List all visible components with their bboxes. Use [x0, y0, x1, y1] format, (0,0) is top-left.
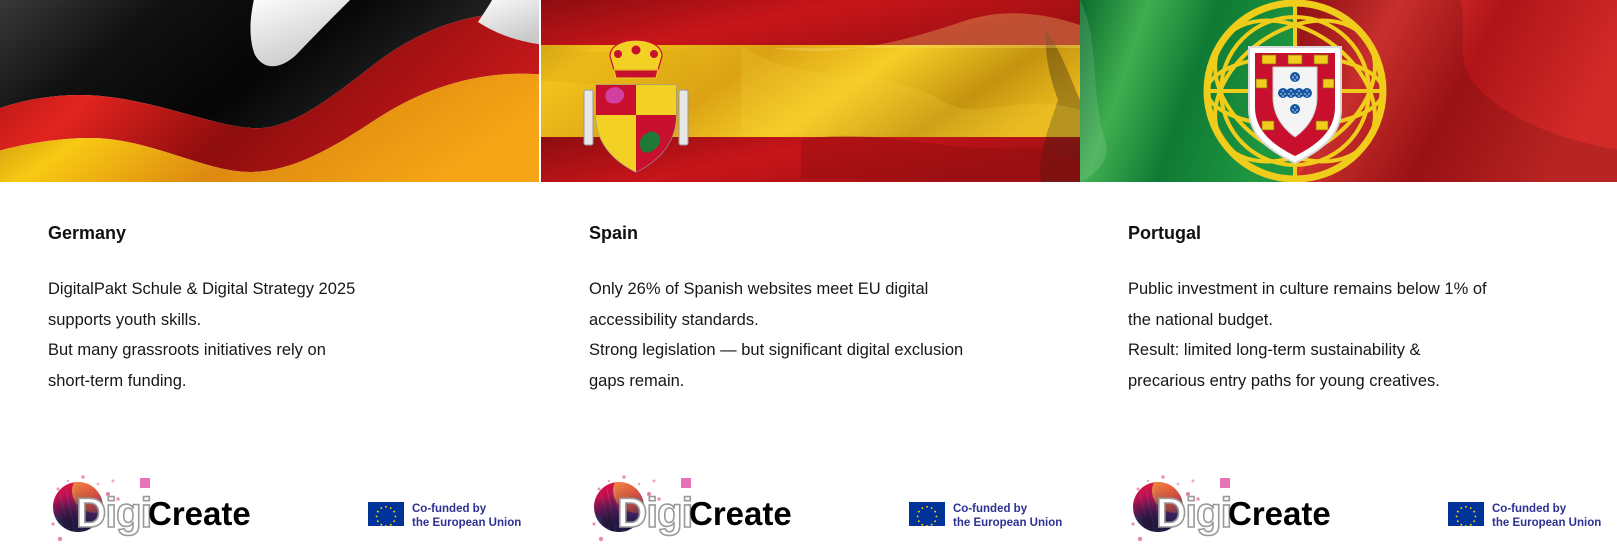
- svg-text:Digi: Digi: [617, 489, 692, 536]
- svg-text:Digi: Digi: [1156, 489, 1231, 536]
- svg-text:Create: Create: [689, 495, 792, 532]
- svg-text:Digi: Digi: [76, 489, 151, 536]
- svg-text:Create: Create: [1228, 495, 1331, 532]
- svg-text:Create: Create: [148, 495, 251, 532]
